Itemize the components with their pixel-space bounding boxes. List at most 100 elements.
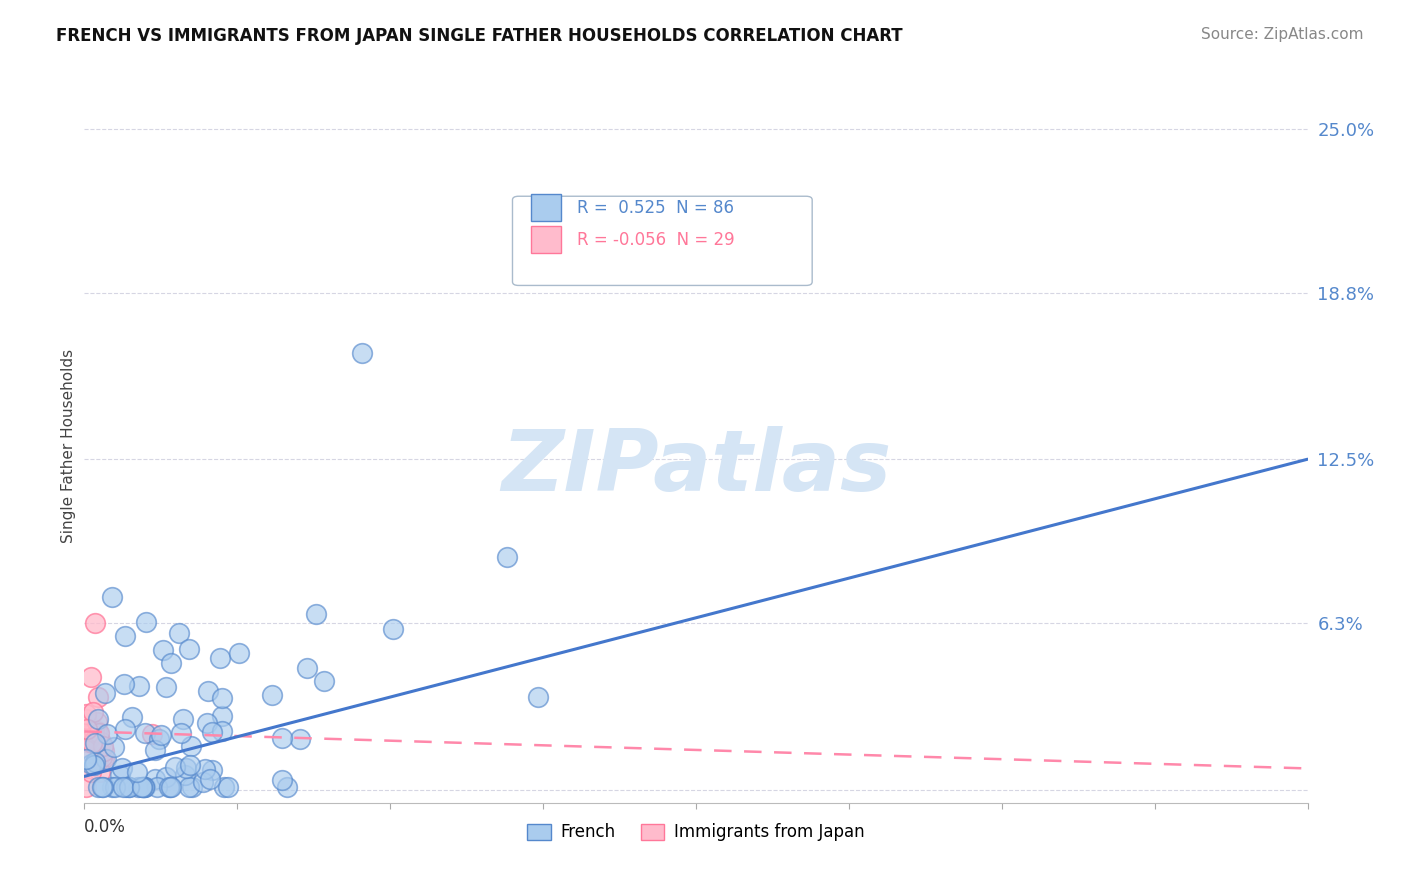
Point xyxy=(112,677,135,691)
FancyBboxPatch shape xyxy=(531,194,561,221)
Point xyxy=(128,679,150,693)
Y-axis label: Single Father Households: Single Father Households xyxy=(60,349,76,543)
Point xyxy=(83,758,105,772)
Point xyxy=(149,728,172,742)
Point xyxy=(94,686,117,700)
Text: FRENCH VS IMMIGRANTS FROM JAPAN SINGLE FATHER HOUSEHOLDS CORRELATION CHART: FRENCH VS IMMIGRANTS FROM JAPAN SINGLE F… xyxy=(56,27,903,45)
Text: R =  0.525  N = 86: R = 0.525 N = 86 xyxy=(578,199,734,217)
Point xyxy=(87,753,110,767)
Point xyxy=(165,760,187,774)
Point xyxy=(83,732,105,747)
Point xyxy=(211,708,233,723)
Point xyxy=(101,780,124,794)
Point xyxy=(127,780,149,794)
Point xyxy=(193,762,215,776)
Point xyxy=(143,772,166,786)
Point xyxy=(75,743,97,757)
Point xyxy=(83,723,105,738)
Point xyxy=(96,726,118,740)
Point xyxy=(174,761,197,775)
Point xyxy=(132,780,155,794)
Point xyxy=(75,728,97,742)
Point xyxy=(212,780,235,794)
Point xyxy=(83,755,105,769)
Point xyxy=(125,765,148,780)
Point xyxy=(76,735,98,749)
Point xyxy=(155,771,177,785)
Point xyxy=(312,674,335,689)
Point xyxy=(112,780,135,794)
Point xyxy=(211,691,233,706)
Point xyxy=(211,724,233,739)
Point xyxy=(197,684,219,698)
Point xyxy=(135,615,157,630)
Point xyxy=(200,772,222,786)
Point xyxy=(93,739,115,754)
Point xyxy=(270,731,292,745)
Point xyxy=(228,646,250,660)
Point xyxy=(174,768,197,782)
Point xyxy=(91,780,114,794)
Point xyxy=(132,780,155,794)
Point xyxy=(134,780,156,794)
Point xyxy=(209,651,232,665)
Point xyxy=(191,775,214,789)
Point xyxy=(181,780,204,794)
Point xyxy=(82,726,104,740)
Point xyxy=(89,765,111,780)
Text: 0.0%: 0.0% xyxy=(84,819,127,837)
Point xyxy=(91,780,114,794)
Point xyxy=(134,725,156,739)
Point xyxy=(86,715,108,730)
Point xyxy=(75,707,97,722)
Point xyxy=(288,731,311,746)
Point xyxy=(86,780,108,794)
Point xyxy=(170,725,193,739)
FancyBboxPatch shape xyxy=(531,227,561,253)
Point xyxy=(110,768,132,782)
Point xyxy=(143,743,166,757)
Point xyxy=(146,780,169,794)
Point xyxy=(103,739,125,754)
Point xyxy=(75,780,97,794)
Point xyxy=(114,629,136,643)
Point xyxy=(177,780,200,794)
Point xyxy=(496,549,519,564)
Point xyxy=(179,641,201,656)
Point xyxy=(84,736,107,750)
Point xyxy=(93,744,115,758)
Point xyxy=(87,726,110,740)
Point xyxy=(86,690,108,704)
Point xyxy=(132,780,155,794)
Point xyxy=(114,722,136,736)
Point xyxy=(148,731,170,746)
Point xyxy=(75,713,97,727)
FancyBboxPatch shape xyxy=(513,196,813,285)
Point xyxy=(152,642,174,657)
Point xyxy=(159,780,181,794)
Text: Source: ZipAtlas.com: Source: ZipAtlas.com xyxy=(1201,27,1364,42)
Point xyxy=(180,739,202,754)
Point xyxy=(80,765,103,780)
Point xyxy=(271,772,294,787)
Point xyxy=(131,780,153,794)
Point xyxy=(157,780,180,794)
Point xyxy=(80,756,103,771)
Point xyxy=(86,724,108,739)
Point xyxy=(350,346,373,360)
Point xyxy=(195,716,218,731)
Point xyxy=(141,727,163,741)
Point xyxy=(80,669,103,683)
Point xyxy=(179,757,201,772)
Point xyxy=(276,780,298,794)
Point xyxy=(101,591,124,605)
Point xyxy=(155,680,177,694)
Point xyxy=(305,607,328,622)
Text: ZIPatlas: ZIPatlas xyxy=(501,425,891,509)
Point xyxy=(82,736,104,750)
Point xyxy=(91,750,114,764)
Point xyxy=(75,731,97,745)
Point xyxy=(297,661,319,675)
Point xyxy=(75,752,97,766)
Point xyxy=(527,690,550,704)
